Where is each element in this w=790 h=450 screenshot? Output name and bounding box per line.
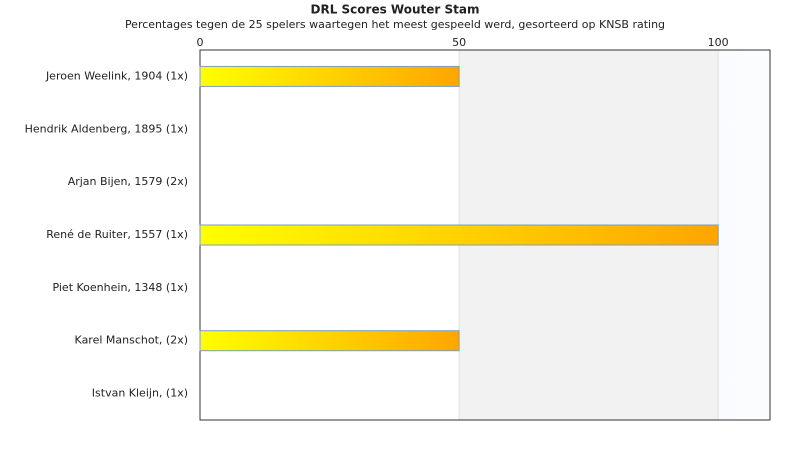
y-tick-label: Hendrik Aldenberg, 1895 (1x) [25, 122, 188, 135]
x-tick-label: 100 [708, 36, 729, 49]
bar [199, 65, 460, 87]
bar [199, 224, 719, 246]
y-tick-label: Istvan Kleijn, (1x) [92, 387, 188, 400]
chart-title: DRL Scores Wouter Stam [311, 3, 480, 17]
bar [199, 330, 460, 352]
x-tick-label: 50 [452, 36, 466, 49]
x-tick-label: 0 [197, 36, 204, 49]
y-tick-label: Jeroen Weelink, 1904 (1x) [45, 69, 188, 82]
y-tick-label: Karel Manschot, (2x) [75, 334, 188, 347]
y-tick-label: René de Ruiter, 1557 (1x) [46, 228, 188, 241]
y-tick-label: Piet Koenhein, 1348 (1x) [52, 281, 188, 294]
y-tick-label: Arjan Bijen, 1579 (2x) [68, 175, 188, 188]
chart-subtitle: Percentages tegen de 25 spelers waartege… [125, 18, 665, 31]
